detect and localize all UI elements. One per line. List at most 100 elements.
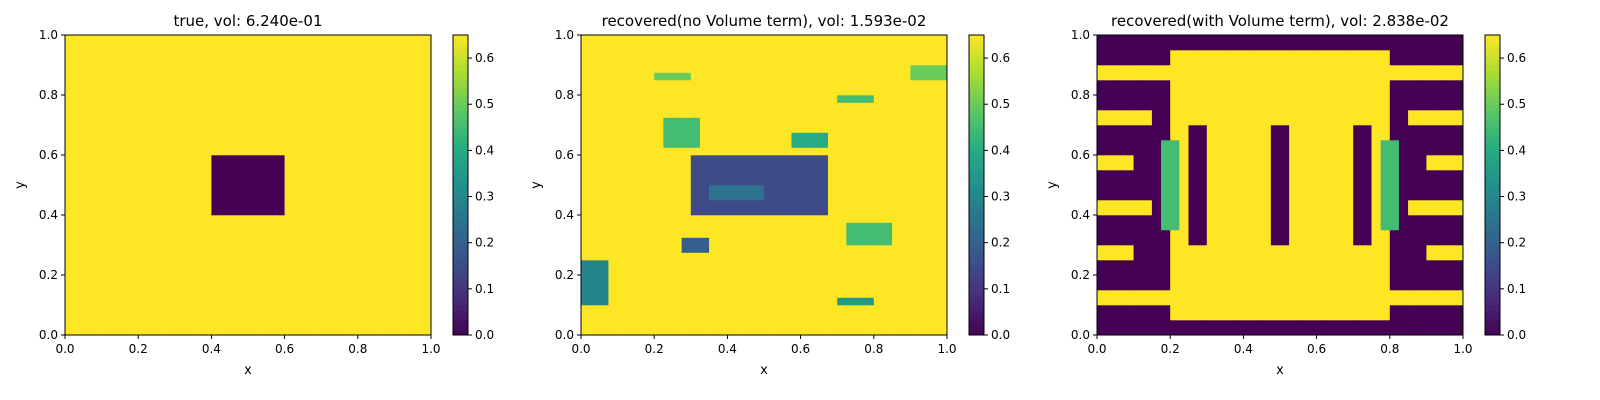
heatmap-cell [937,147,948,156]
heatmap-cell [1417,327,1427,336]
heatmap-cell [1435,320,1445,328]
heatmap-cell [339,140,349,148]
heatmap-cell [248,155,258,163]
heatmap-cell [74,252,84,261]
colorbar-segment [453,105,468,111]
x-tick-label: 0.4 [718,342,737,356]
heatmap-cell [1444,290,1455,298]
heatmap-cell [699,147,710,156]
heatmap-cell [681,140,692,148]
heatmap-cell [873,267,884,276]
heatmap-cell [1325,252,1336,261]
heatmap-cell [901,162,911,171]
heatmap-cell [211,95,221,103]
heatmap-cell [1426,57,1436,66]
heatmap-cell [764,155,774,163]
heatmap-cell [1097,72,1107,81]
heatmap-cell [681,312,692,321]
heatmap-cell [275,87,285,96]
heatmap-cell [284,170,295,178]
heatmap-cell [394,162,404,171]
heatmap-cell [1124,207,1134,216]
heatmap-cell [238,290,249,298]
heatmap-cell [65,275,75,283]
heatmap-cell [599,207,609,216]
heatmap-cell [348,155,359,163]
heatmap-cell [339,297,349,306]
heatmap-cell [165,110,176,118]
heatmap-cell [635,320,646,328]
heatmap-cell [672,140,682,148]
heatmap-cell [1270,72,1281,81]
heatmap-cell [892,102,902,111]
heatmap-cell [782,245,792,253]
heatmap-cell [284,185,295,193]
heatmap-cell [1417,230,1427,238]
heatmap-cell [101,155,112,163]
heatmap-cell [83,110,93,118]
heatmap-cell [1453,177,1464,186]
heatmap-cell [110,230,121,238]
heatmap-cell [1398,170,1409,178]
heatmap-cell [910,102,920,111]
heatmap-cell [92,132,102,141]
heatmap-cell [663,297,673,306]
heatmap-cell [818,185,829,193]
heatmap-cell [1380,35,1391,43]
heatmap-cell [1261,117,1272,126]
heatmap-cell [764,320,774,328]
heatmap-cell [910,170,920,178]
heatmap-cell [1398,312,1409,321]
heatmap-cell [745,95,756,103]
heatmap-cell [321,155,331,163]
heatmap-cell [1371,267,1381,276]
heatmap-cell [1161,132,1171,141]
heatmap-cell [727,125,737,133]
heatmap-cell [266,185,276,193]
colorbar-segment [969,105,984,111]
heatmap-cell [119,320,130,328]
heatmap-cell [138,312,148,321]
heatmap-cell [220,42,230,51]
heatmap-cell [1325,185,1336,193]
heatmap-cell [238,125,249,133]
heatmap-cell [330,252,340,261]
heatmap-cell [608,57,618,66]
heatmap-cell [211,140,221,148]
heatmap-cell [330,87,340,96]
heatmap-cell [1252,185,1262,193]
heatmap-cell [1389,297,1400,306]
heatmap-cell [65,117,75,126]
y-tick-label: 0.6 [555,148,574,162]
heatmap-cell [1243,200,1253,208]
heatmap-cell [892,267,902,276]
heatmap-cell [709,125,719,133]
heatmap-cell [312,260,322,268]
heatmap-cell [608,140,618,148]
heatmap-cell [1325,170,1336,178]
heatmap-cell [366,260,377,268]
heatmap-cell [709,192,719,201]
heatmap-cell [321,192,331,201]
heatmap-cell [1453,207,1464,216]
heatmap-cell [1206,80,1217,88]
colorbar: 0.00.10.20.30.40.50.6 [968,34,1010,342]
heatmap-cell [846,245,856,253]
heatmap-cell [727,207,737,216]
heatmap-cell [837,252,847,261]
heatmap-cell [1316,305,1327,313]
heatmap-cell [1289,282,1299,291]
heatmap-cell [421,192,432,201]
heatmap-cell [1435,102,1445,111]
heatmap-cell [800,290,811,298]
heatmap-cell [174,80,185,88]
heatmap-cell [1115,140,1125,148]
heatmap-cell [1115,237,1125,246]
heatmap-cell [357,222,368,231]
heatmap-cell [1453,312,1464,321]
heatmap-cell [284,327,295,336]
heatmap-cell [339,102,349,111]
heatmap-cell [156,147,166,156]
heatmap-cell [376,65,386,73]
heatmap-cell [1408,155,1418,163]
